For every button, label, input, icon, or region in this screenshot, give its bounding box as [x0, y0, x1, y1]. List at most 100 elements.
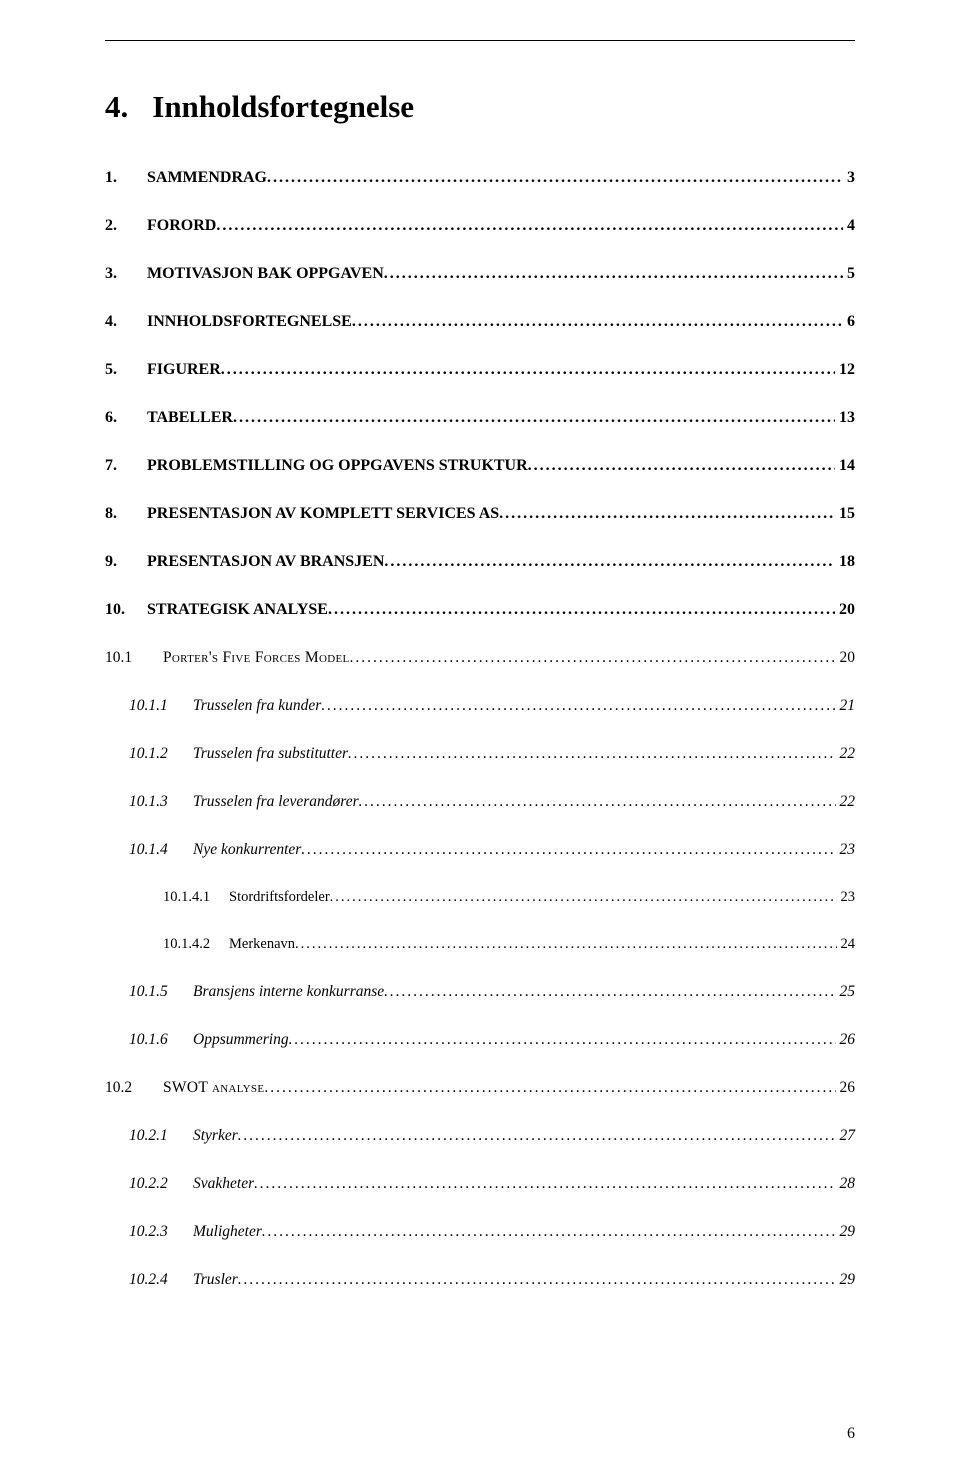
heading-number: 4. [105, 89, 128, 125]
toc-entry-label: Trusselen fra substitutter [193, 745, 348, 763]
toc-leader-dots [216, 217, 843, 235]
toc-leader-dots [321, 697, 835, 715]
toc-entry: 3.MOTIVASJON BAK OPPGAVEN 5 [105, 265, 855, 283]
toc-entry: 2.FORORD 4 [105, 217, 855, 235]
toc-entry-page: 12 [835, 361, 855, 379]
toc-leader-dots [348, 745, 835, 763]
toc-leader-dots [262, 1223, 836, 1241]
toc-entry-page: 23 [836, 841, 856, 859]
toc-leader-dots [221, 361, 835, 379]
toc-entry-number: 10.1 [105, 649, 163, 667]
toc-entry-page: 22 [836, 793, 856, 811]
toc-entry-page: 23 [837, 889, 856, 906]
toc-leader-dots [289, 1031, 836, 1049]
toc-leader-dots [384, 983, 835, 1001]
toc-leader-dots [238, 1271, 836, 1289]
toc-entry-label: Oppsummering [193, 1031, 289, 1049]
toc-entry: 10.1.1Trusselen fra kunder 21 [105, 697, 855, 715]
toc-entry-label: Trusselen fra kunder [193, 697, 321, 715]
toc-leader-dots [528, 457, 835, 475]
toc-entry-number: 10.1.2 [129, 745, 193, 763]
toc-entry-page: 29 [836, 1223, 856, 1241]
toc-entry-page: 21 [836, 697, 856, 715]
toc-entry-label: Styrker [193, 1127, 238, 1145]
toc-entry-number: 10.1.4 [129, 841, 193, 859]
toc-entry-number: 10.1.5 [129, 983, 193, 1001]
table-of-contents: 1.SAMMENDRAG 3 2.FORORD 4 3.MOTIVASJON BAK… [105, 169, 855, 1289]
toc-entry-page: 15 [835, 505, 855, 523]
toc-entry: 6.TABELLER 13 [105, 409, 855, 427]
toc-entry: 8.PRESENTASJON AV KOMPLETT SERVICES AS 1… [105, 505, 855, 523]
toc-entry: 1.SAMMENDRAG 3 [105, 169, 855, 187]
toc-entry-number: 3. [105, 265, 147, 283]
toc-entry: 10.1.6Oppsummering 26 [105, 1031, 855, 1049]
toc-entry-number: 2. [105, 217, 147, 235]
toc-leader-dots [330, 889, 837, 906]
toc-entry: 4.INNHOLDSFORTEGNELSE 6 [105, 313, 855, 331]
toc-entry-label: Stordriftsfordeler [229, 889, 330, 906]
page-number: 6 [847, 1425, 855, 1443]
toc-entry-page: 26 [836, 1079, 856, 1097]
toc-leader-dots [295, 936, 836, 953]
toc-entry-label: SAMMENDRAG [147, 169, 267, 187]
toc-entry: 10.1Porter's Five Forces Model 20 [105, 649, 855, 667]
toc-entry-label: MOTIVASJON BAK OPPGAVEN [147, 265, 384, 283]
toc-entry-page: 13 [835, 409, 855, 427]
toc-entry-number: 10.1.1 [129, 697, 193, 715]
toc-entry-label: Nye konkurrenter [193, 841, 301, 859]
toc-entry: 10.1.4Nye konkurrenter 23 [105, 841, 855, 859]
toc-entry-label: Porter's Five Forces Model [163, 649, 349, 667]
toc-entry-label: Merkenavn [229, 936, 295, 953]
toc-entry-page: 20 [836, 649, 856, 667]
toc-entry-page: 28 [836, 1175, 856, 1193]
toc-entry-number: 4. [105, 313, 147, 331]
toc-leader-dots [328, 601, 835, 619]
toc-entry-page: 18 [835, 553, 855, 571]
toc-leader-dots [384, 265, 843, 283]
toc-entry: 10.1.3Trusselen fra leverandører 22 [105, 793, 855, 811]
section-heading: 4. Innholdsfortegnelse [105, 89, 855, 125]
toc-entry: 10.STRATEGISK ANALYSE 20 [105, 601, 855, 619]
toc-entry-label: PRESENTASJON AV KOMPLETT SERVICES AS [147, 505, 499, 523]
toc-entry-number: 10.2.2 [129, 1175, 193, 1193]
toc-entry-page: 24 [837, 936, 856, 953]
toc-leader-dots [254, 1175, 835, 1193]
toc-entry-number: 10.2 [105, 1079, 163, 1097]
toc-entry-page: 14 [835, 457, 855, 475]
toc-leader-dots [384, 553, 835, 571]
toc-entry-number: 1. [105, 169, 147, 187]
toc-entry-label: TABELLER [147, 409, 233, 427]
toc-entry: 10.2.4Trusler 29 [105, 1271, 855, 1289]
toc-entry-number: 10.1.4.2 [163, 936, 229, 953]
toc-entry-page: 27 [836, 1127, 856, 1145]
toc-entry-label: Trusler [193, 1271, 238, 1289]
toc-leader-dots [301, 841, 835, 859]
toc-entry-label: Trusselen fra leverandører [193, 793, 359, 811]
toc-entry: 10.2SWOT analyse 26 [105, 1079, 855, 1097]
toc-leader-dots [238, 1127, 836, 1145]
toc-entry: 10.1.5Bransjens interne konkurranse 25 [105, 983, 855, 1001]
toc-entry: 10.2.2Svakheter 28 [105, 1175, 855, 1193]
toc-entry-number: 6. [105, 409, 147, 427]
toc-entry-number: 7. [105, 457, 147, 475]
toc-entry-label: Svakheter [193, 1175, 254, 1193]
toc-entry: 10.1.2Trusselen fra substitutter 22 [105, 745, 855, 763]
toc-entry-label: SWOT analyse [163, 1079, 264, 1097]
toc-entry-page: 25 [836, 983, 856, 1001]
toc-leader-dots [267, 169, 843, 187]
toc-entry: 5.FIGURER 12 [105, 361, 855, 379]
toc-entry-page: 26 [836, 1031, 856, 1049]
toc-leader-dots [359, 793, 836, 811]
toc-entry: 10.2.3Muligheter 29 [105, 1223, 855, 1241]
toc-entry: 10.1.4.2Merkenavn 24 [105, 936, 855, 953]
toc-entry-number: 10.1.4.1 [163, 889, 229, 906]
toc-entry-number: 5. [105, 361, 147, 379]
toc-leader-dots [233, 409, 835, 427]
toc-entry-label: FORORD [147, 217, 216, 235]
toc-entry: 10.2.1Styrker 27 [105, 1127, 855, 1145]
toc-entry-label: PROBLEMSTILLING OG OPPGAVENS STRUKTUR [147, 457, 528, 475]
toc-entry-label: Bransjens interne konkurranse [193, 983, 384, 1001]
horizontal-rule [105, 40, 855, 41]
heading-text: Innholdsfortegnelse [152, 89, 414, 124]
toc-entry-number: 10.2.3 [129, 1223, 193, 1241]
